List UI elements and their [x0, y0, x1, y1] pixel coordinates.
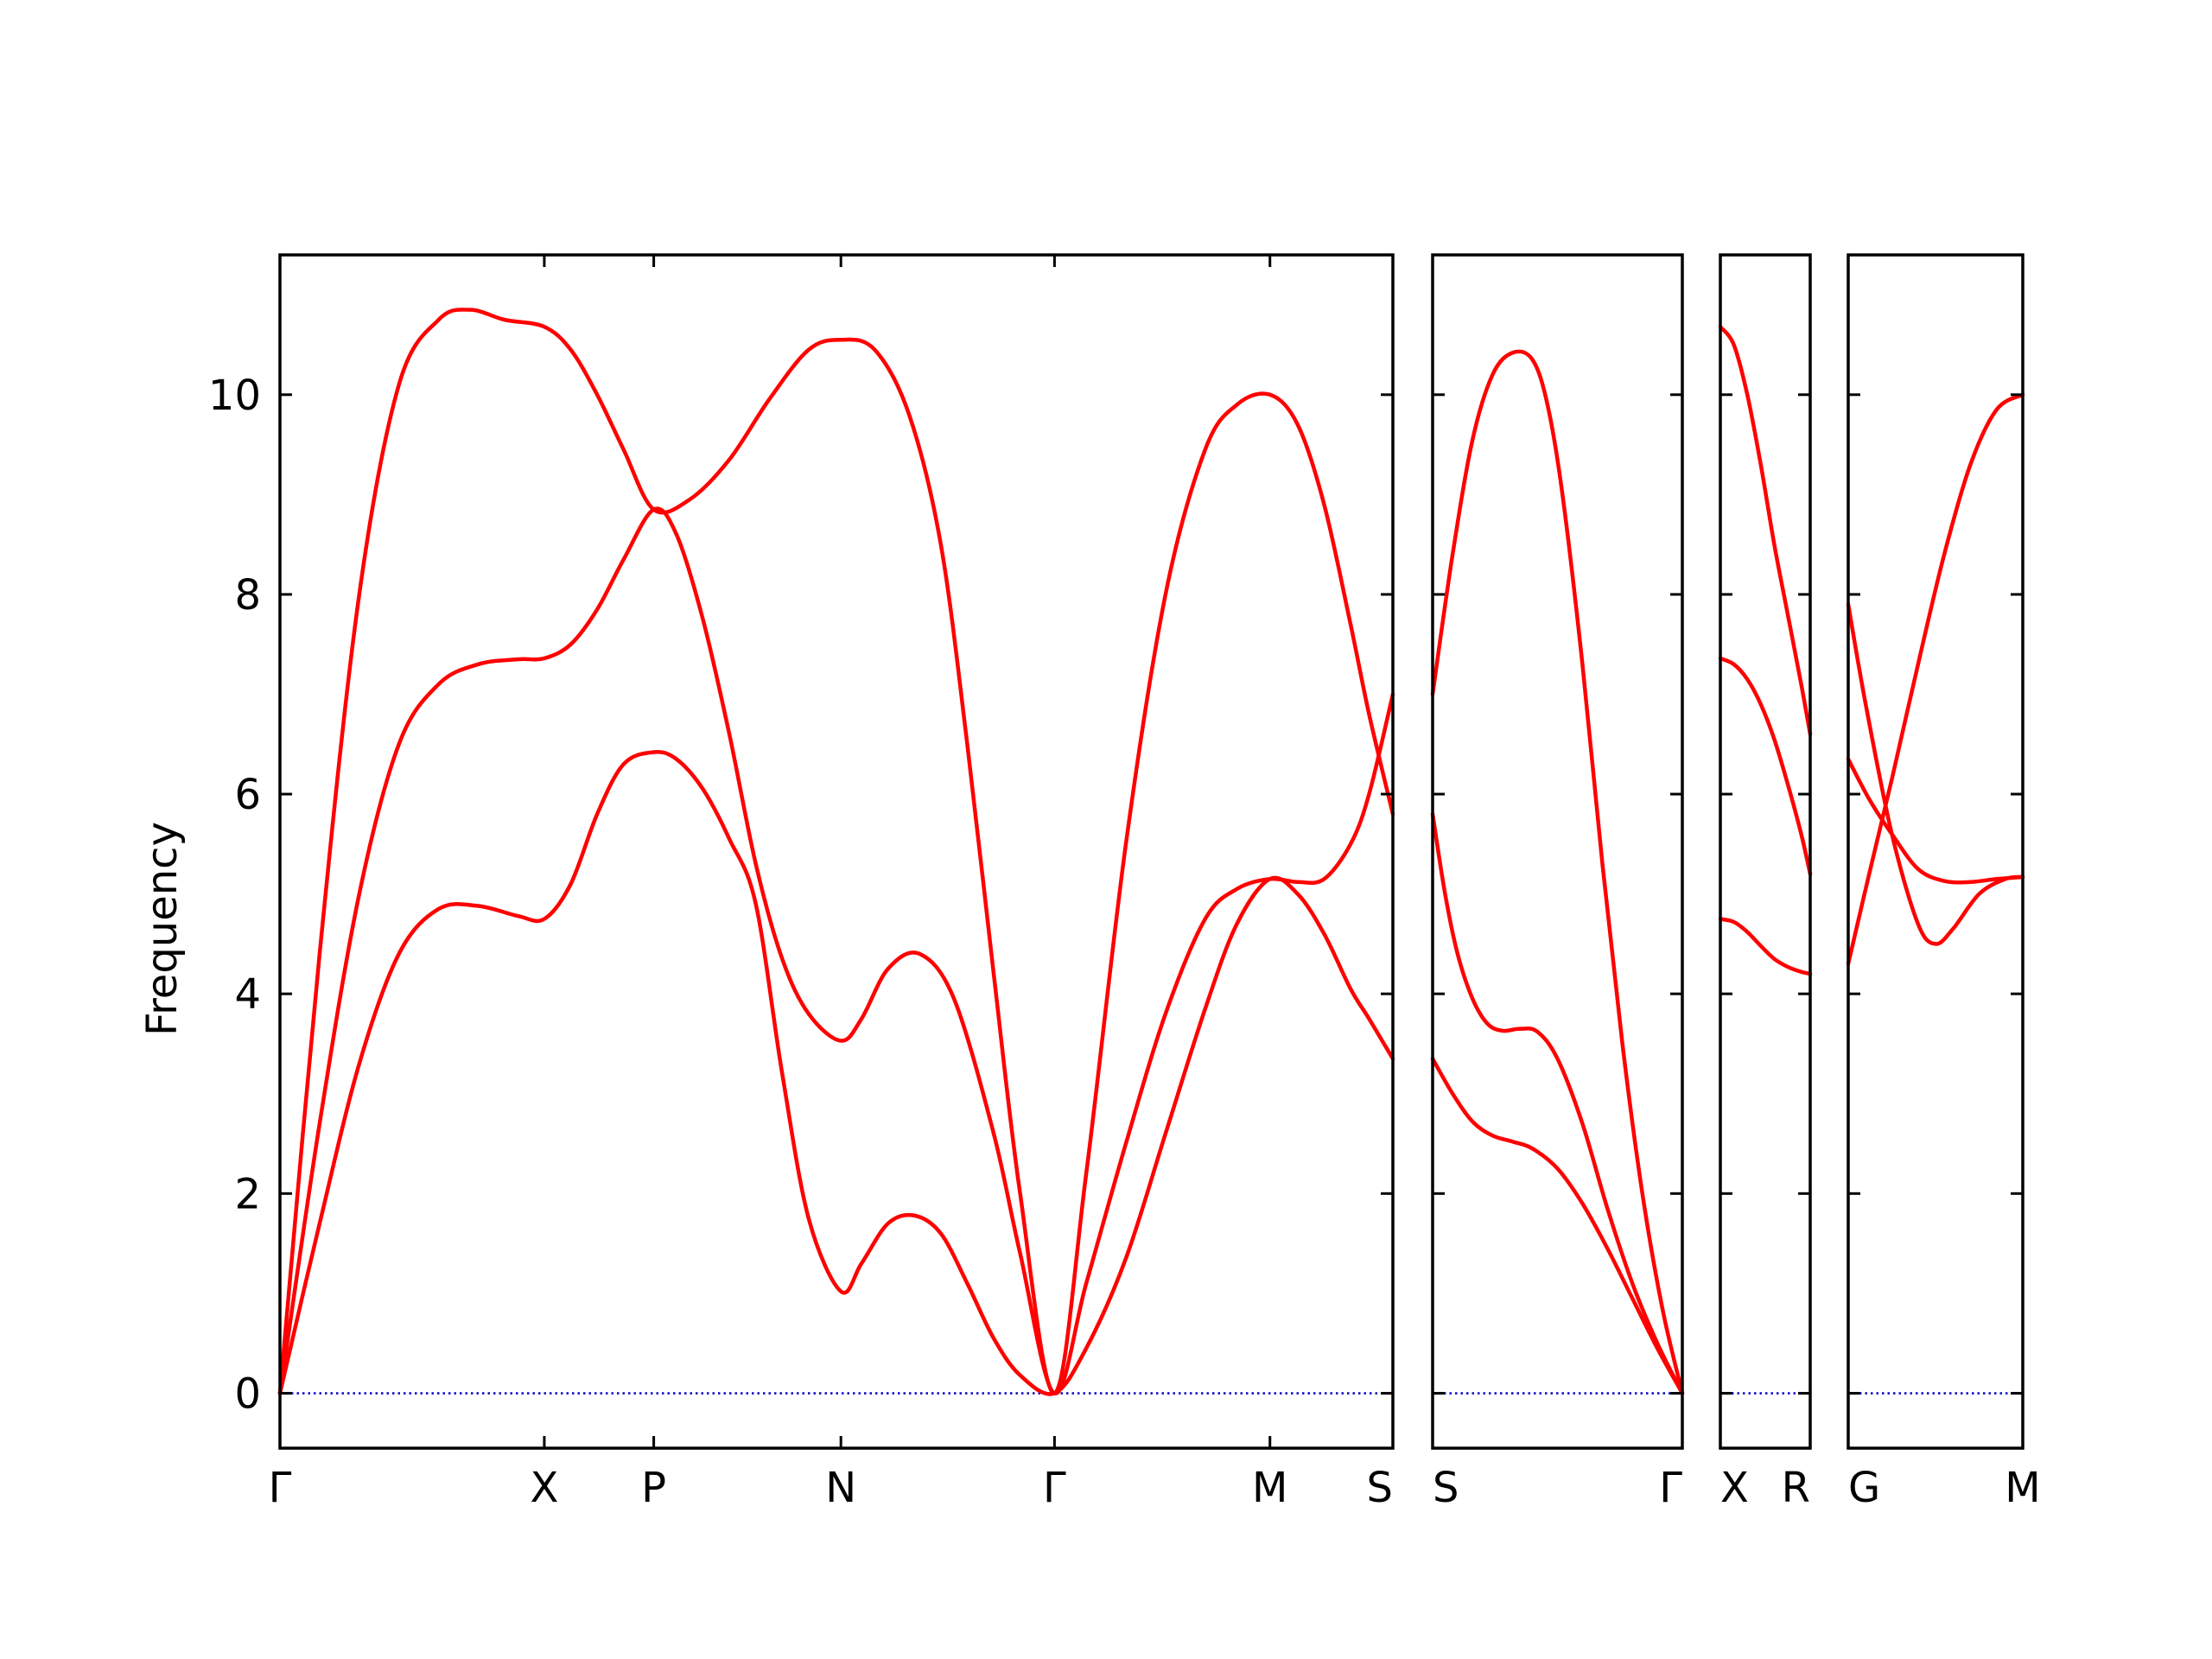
y-tick-label: 6	[234, 771, 261, 819]
panel-frame	[1847, 253, 2024, 1450]
band-3-panel-4	[1846, 757, 2025, 885]
x-tick-label: X	[530, 1464, 558, 1512]
y-tick-label: 4	[234, 970, 261, 1019]
x-tick-label: S	[1433, 1464, 1459, 1512]
x-tick-label: G	[1848, 1464, 1880, 1512]
y-tick-label: 0	[234, 1370, 261, 1418]
y-axis-label: Frequency	[138, 822, 187, 1036]
x-tick-label: N	[825, 1464, 856, 1512]
band-1-panel-2	[1430, 349, 1685, 1395]
x-tick-label: Γ	[269, 1464, 292, 1512]
x-tick-label: Γ	[1659, 1464, 1682, 1512]
y-tick-label: 8	[234, 571, 261, 620]
y-tick-label: 10	[208, 372, 261, 420]
band-2-panel-2	[1430, 811, 1685, 1395]
band-1-panel-4	[1846, 392, 2025, 966]
band-2-panel-1	[277, 506, 1395, 1395]
x-tick-label: X	[1720, 1464, 1749, 1512]
x-tick-label: R	[1782, 1464, 1810, 1512]
panel-frame	[1719, 253, 1812, 1450]
panel-frame	[278, 253, 1395, 1450]
band-2-panel-4	[1846, 602, 2025, 946]
x-tick-label: P	[641, 1464, 666, 1512]
band-3-panel-3	[1718, 917, 1813, 976]
panel-1: Γ X P N Γ M S 0 2 4 6 8 10	[208, 253, 1395, 1512]
band-3-panel-2	[1430, 1057, 1685, 1395]
x-tick-label: S	[1367, 1464, 1393, 1512]
x-tick-label: Γ	[1043, 1464, 1066, 1512]
x-tick-label: M	[1252, 1464, 1287, 1512]
band-3-panel-1	[277, 750, 1395, 1396]
y-tick-label: 2	[234, 1170, 261, 1218]
band-1-panel-1	[277, 308, 1395, 1395]
band-1-panel-3	[1718, 324, 1813, 736]
band-2-panel-3	[1718, 656, 1813, 876]
panel-frame	[1431, 253, 1684, 1450]
x-tick-label: M	[2005, 1464, 2040, 1512]
